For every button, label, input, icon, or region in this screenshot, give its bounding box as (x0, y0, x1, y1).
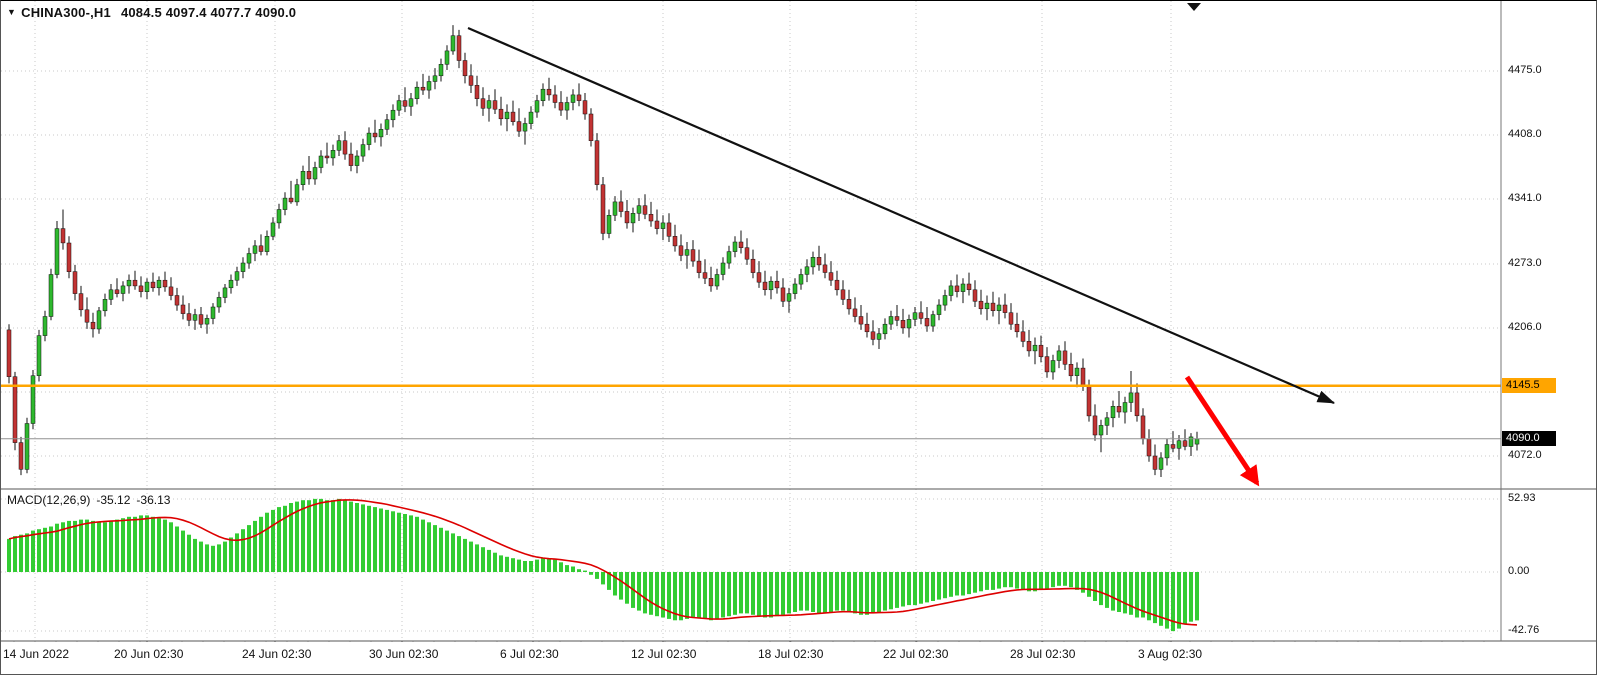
pane-borders (1, 1, 1596, 646)
price-scale[interactable]: 4475.0 4408.0 4341.0 4273.0 4206.0 4072.… (1501, 1, 1596, 641)
price-axis-label: 4072.0 (1508, 449, 1542, 461)
time-scale[interactable]: 14 Jun 2022 20 Jun 02:30 24 Jun 02:30 30… (1, 642, 1596, 674)
time-axis-label: 30 Jun 02:30 (369, 647, 439, 661)
macd-signal-value: -36.13 (136, 493, 171, 507)
chart-header: ▼ CHINA300-,H1 4084.5 4097.4 4077.7 4090.0 (7, 5, 296, 20)
level-price-badge: 4145.5 (1502, 378, 1556, 393)
time-axis-label: 20 Jun 02:30 (114, 647, 184, 661)
time-axis-label: 18 Jul 02:30 (758, 647, 824, 661)
price-axis-label: 4341.0 (1508, 192, 1542, 204)
macd-axis-label: 52.93 (1508, 492, 1536, 504)
price-axis-label: 4475.0 (1508, 64, 1542, 76)
time-axis-label: 24 Jun 02:30 (242, 647, 312, 661)
ohlc-values: 4084.5 4097.4 4077.7 4090.0 (120, 5, 297, 20)
drawn-annotations[interactable] (467, 26, 1336, 487)
bid-price-badge: 4090.0 (1502, 431, 1556, 446)
macd-axis-label: 0.00 (1508, 565, 1530, 577)
time-axis-label: 12 Jul 02:30 (631, 647, 697, 661)
macd-axis-label: -42.76 (1508, 624, 1540, 636)
time-axis-label: 14 Jun 2022 (3, 647, 70, 661)
symbol-dropdown-icon[interactable]: ▼ (7, 7, 17, 17)
macd-signal-line (8, 499, 1198, 626)
time-axis-label: 3 Aug 02:30 (1138, 647, 1203, 661)
symbol-title: CHINA300-,H1 (21, 5, 111, 20)
time-axis-label: 22 Jul 02:30 (883, 647, 949, 661)
price-axis-label: 4408.0 (1508, 128, 1542, 140)
gridlines (1, 1, 1501, 641)
chart-shift-marker-icon[interactable] (1187, 3, 1201, 11)
time-axis-label: 6 Jul 02:30 (500, 647, 559, 661)
macd-main-value: -35.12 (96, 493, 131, 507)
macd-indicator-name: MACD(12,26,9) (7, 493, 91, 507)
macd-histogram (7, 498, 1199, 632)
candlesticks (6, 25, 1200, 477)
macd-label: MACD(12,26,9) -35.12 -36.13 (7, 493, 176, 507)
price-level-lines[interactable] (1, 384, 1501, 440)
price-axis-label: 4273.0 (1508, 257, 1542, 269)
price-axis-label: 4206.0 (1508, 321, 1542, 333)
time-axis-label: 28 Jul 02:30 (1010, 647, 1076, 661)
